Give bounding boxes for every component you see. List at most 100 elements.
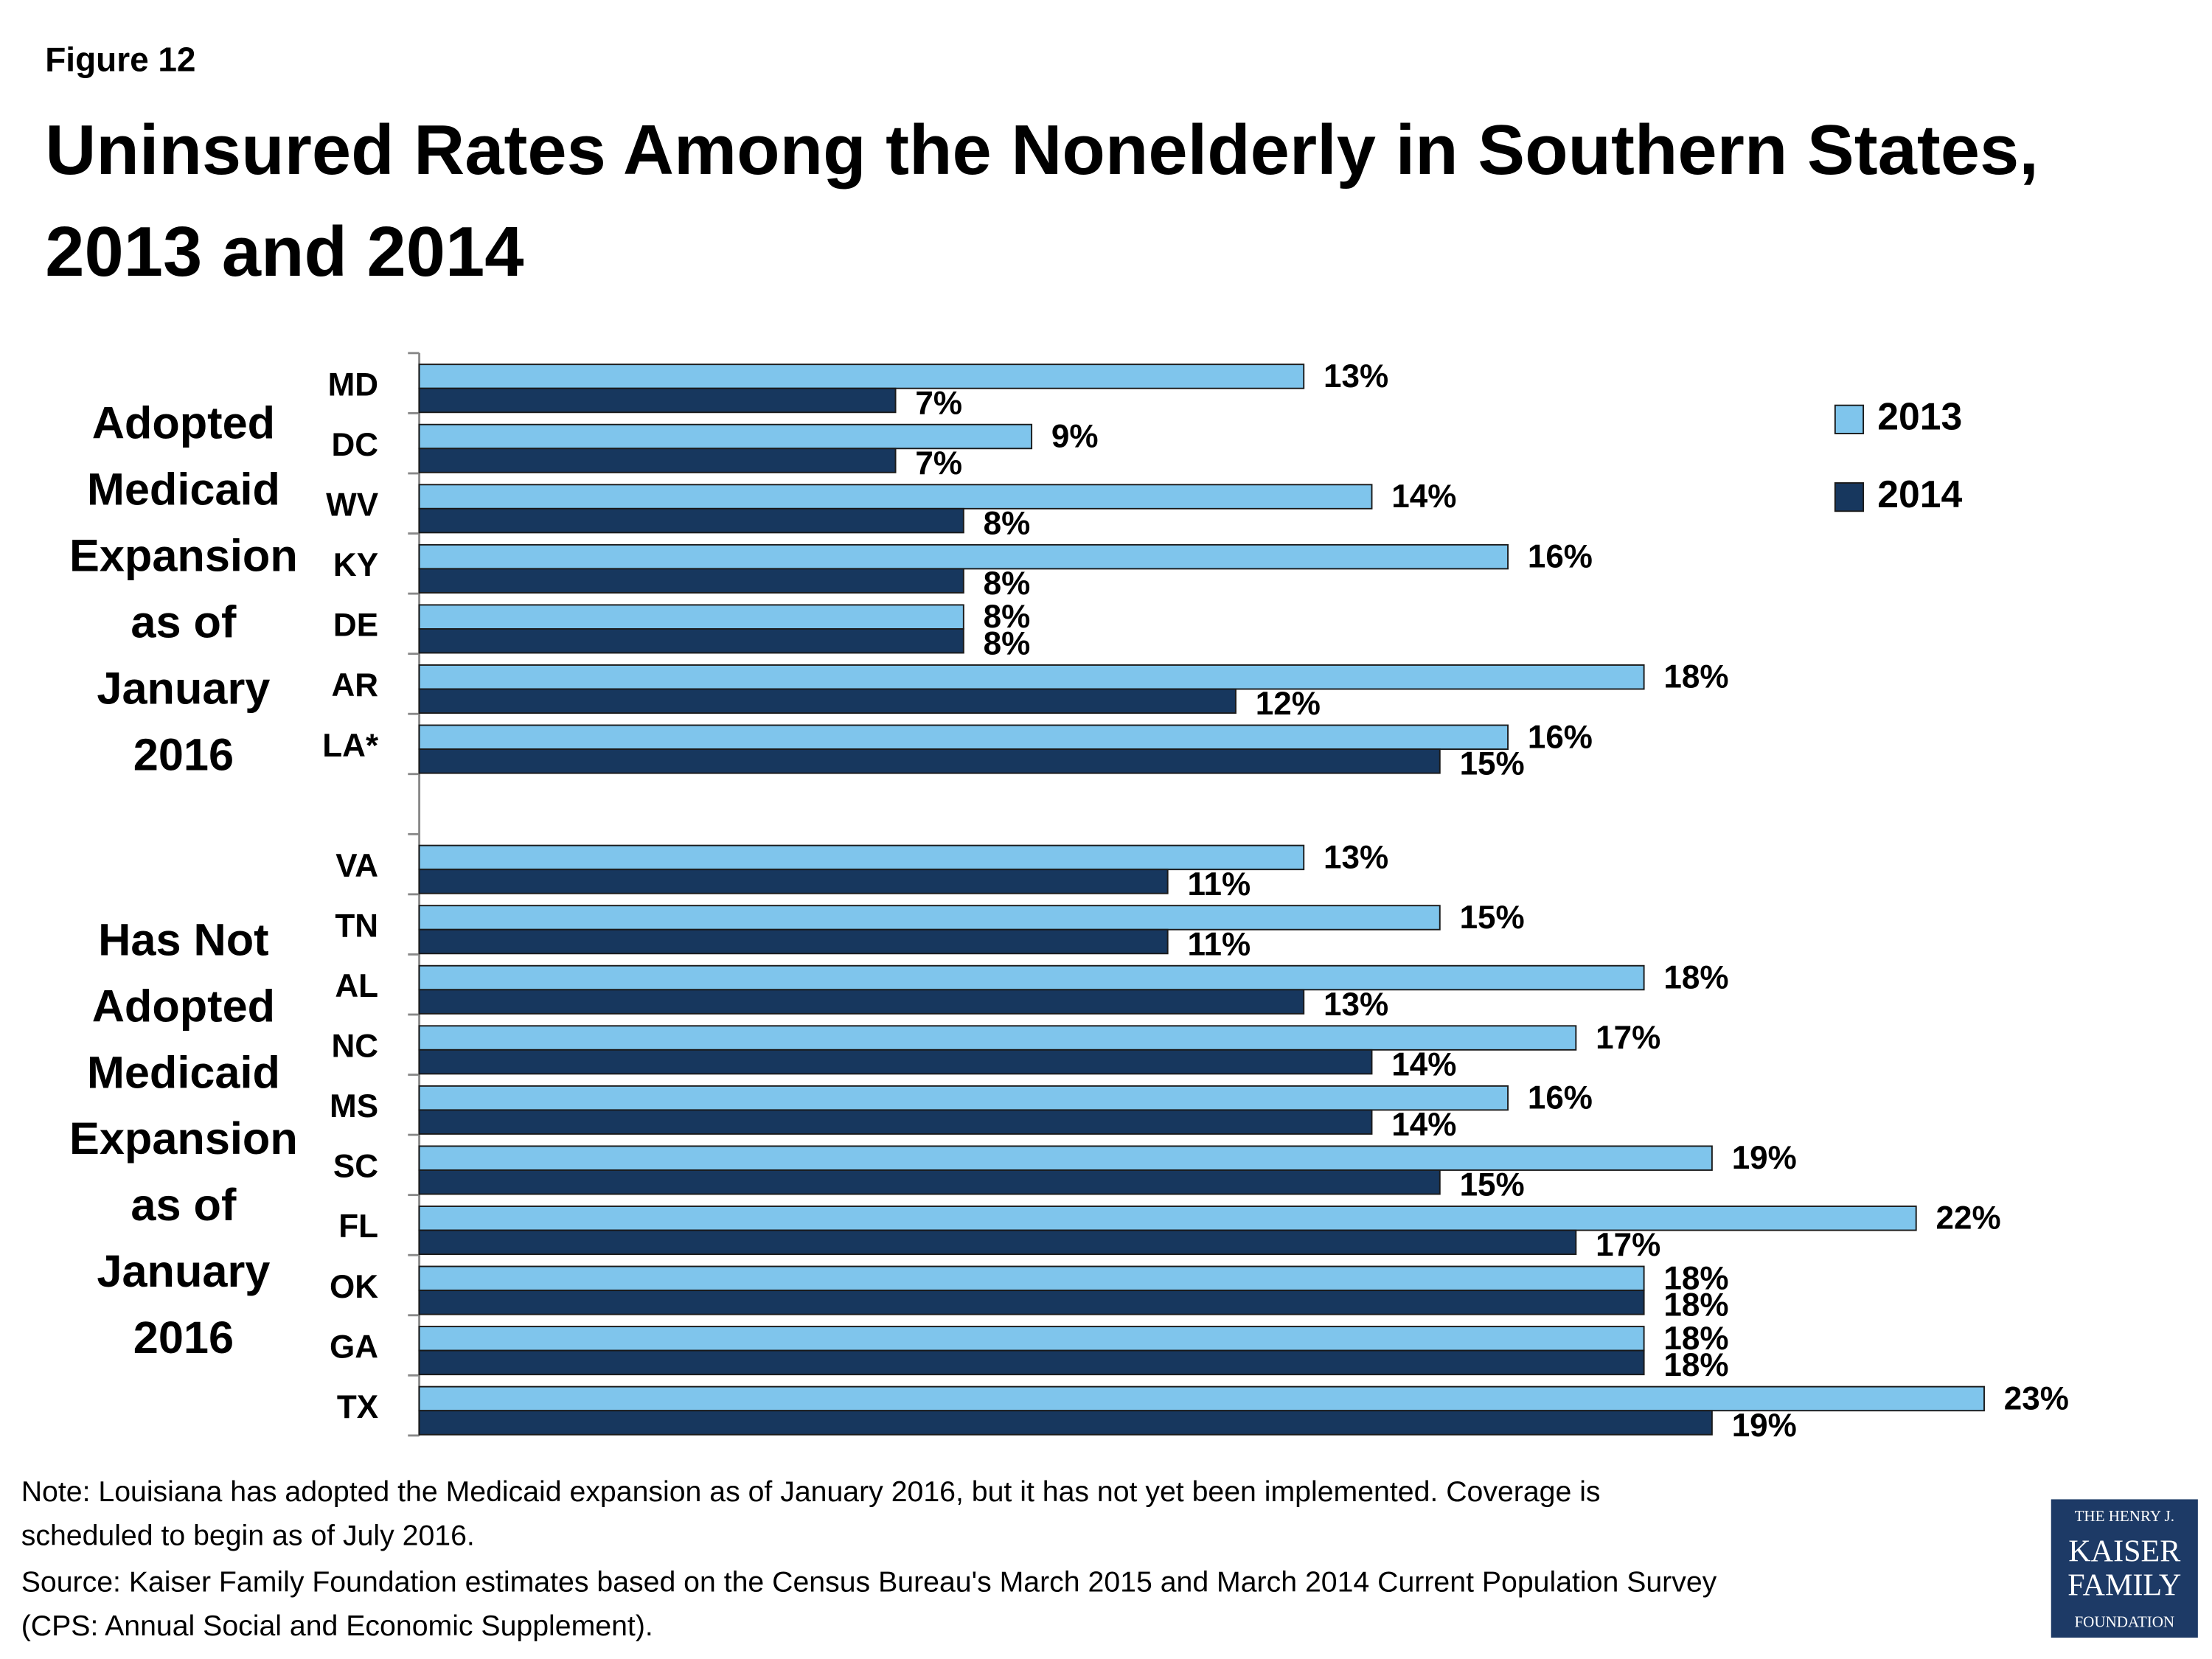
group-label: Medicaid [87, 1047, 280, 1097]
bar [418, 387, 897, 414]
bar [418, 748, 1441, 774]
value-label: 19% [1732, 1408, 1797, 1444]
note: Note: Louisiana has adopted the Medicaid… [21, 1475, 1601, 1508]
value-label: 18% [1663, 1347, 1728, 1383]
value-label: 8% [984, 505, 1031, 541]
value-label: 15% [1460, 746, 1525, 782]
value-label: 18% [1663, 960, 1728, 996]
category-label: AR [332, 667, 379, 703]
group-label: Adopted [92, 398, 275, 448]
category-label: WV [326, 487, 379, 524]
category-label: TX [337, 1389, 378, 1425]
category-label: GA [330, 1329, 378, 1365]
logo-text: KAISER [2068, 1534, 2181, 1569]
group-label: 2016 [133, 730, 234, 780]
logo-box [2051, 1499, 2198, 1638]
legend-swatch [1834, 482, 1865, 512]
bar [418, 844, 1305, 871]
category-label: VA [335, 848, 378, 884]
value-label: 18% [1663, 659, 1728, 695]
bar [418, 989, 1305, 1015]
bar [418, 1229, 1577, 1256]
chart-title: Uninsured Rates Among the Nonelderly in … [45, 111, 2039, 189]
group-label: Expansion [69, 531, 298, 581]
bar [418, 364, 1305, 389]
value-label: 18% [1663, 1321, 1728, 1357]
bar [418, 905, 1441, 931]
group-label: January [97, 664, 270, 714]
note: scheduled to begin as of July 2016. [21, 1519, 475, 1551]
value-label: 16% [1528, 539, 1593, 575]
source: Source: Kaiser Family Foundation estimat… [21, 1566, 1717, 1599]
value-label: 8% [984, 566, 1031, 602]
category-label: OK [330, 1269, 378, 1305]
category-label: MS [330, 1088, 378, 1124]
bar [418, 664, 1645, 690]
value-label: 19% [1732, 1140, 1797, 1176]
logo-text: THE HENRY J. [2075, 1507, 2174, 1525]
bar [418, 1048, 1373, 1075]
value-label: 14% [1391, 1046, 1456, 1082]
legend-label: 2013 [1877, 394, 1962, 437]
bar [418, 448, 897, 473]
bar [418, 724, 1509, 751]
bar [418, 1410, 1713, 1436]
bar [418, 568, 964, 594]
legend-swatch [1834, 404, 1865, 434]
bar [418, 1349, 1645, 1376]
group-label: Adopted [92, 981, 275, 1031]
bar [418, 1025, 1577, 1051]
value-label: 8% [984, 626, 1031, 662]
bar [418, 627, 964, 654]
category-label: MD [328, 366, 378, 403]
value-label: 23% [2004, 1380, 2069, 1416]
bar [418, 688, 1237, 714]
bar [418, 484, 1373, 509]
group-label: Medicaid [87, 465, 280, 515]
group-label: Expansion [69, 1113, 298, 1164]
value-label: 16% [1528, 1080, 1593, 1116]
bar [418, 928, 1169, 955]
group-label: January [97, 1246, 270, 1296]
category-label: DE [333, 608, 378, 644]
value-label: 8% [984, 599, 1031, 635]
bar [418, 1109, 1373, 1135]
bar [418, 1326, 1645, 1352]
value-label: 15% [1460, 1167, 1525, 1203]
category-label: FL [338, 1208, 378, 1245]
category-label: KY [333, 547, 378, 583]
bar [418, 1206, 1917, 1231]
category-label: LA* [322, 728, 379, 764]
bar [418, 1385, 1985, 1412]
group-label: Has Not [98, 914, 268, 964]
value-label: 16% [1528, 719, 1593, 755]
value-label: 11% [1187, 926, 1251, 962]
value-label: 14% [1391, 1107, 1456, 1143]
bar [418, 1290, 1645, 1315]
bar [418, 1085, 1509, 1111]
category-label: SC [333, 1149, 378, 1185]
value-label: 7% [915, 445, 962, 481]
group-label: as of [131, 1180, 237, 1230]
bar [418, 964, 1645, 991]
value-label: 18% [1663, 1287, 1728, 1324]
value-label: 13% [1324, 358, 1388, 394]
bar [418, 869, 1169, 894]
bar [418, 423, 1033, 450]
source: (CPS: Annual Social and Economic Supplem… [21, 1610, 653, 1642]
value-label: 13% [1324, 987, 1388, 1023]
bar [418, 507, 964, 534]
value-label: 14% [1391, 479, 1456, 515]
value-label: 22% [1936, 1200, 2001, 1237]
bar [418, 1265, 1645, 1292]
group-label: as of [131, 597, 237, 647]
value-label: 7% [915, 385, 962, 421]
figure-label: Figure 12 [45, 41, 195, 79]
bar [418, 604, 964, 630]
value-label: 12% [1256, 686, 1321, 722]
value-label: 11% [1187, 866, 1251, 902]
category-label: DC [332, 427, 379, 463]
chart-title: 2013 and 2014 [45, 212, 524, 291]
legend-label: 2014 [1877, 473, 1962, 515]
